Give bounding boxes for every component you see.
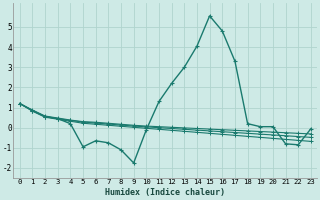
X-axis label: Humidex (Indice chaleur): Humidex (Indice chaleur) xyxy=(105,188,225,197)
